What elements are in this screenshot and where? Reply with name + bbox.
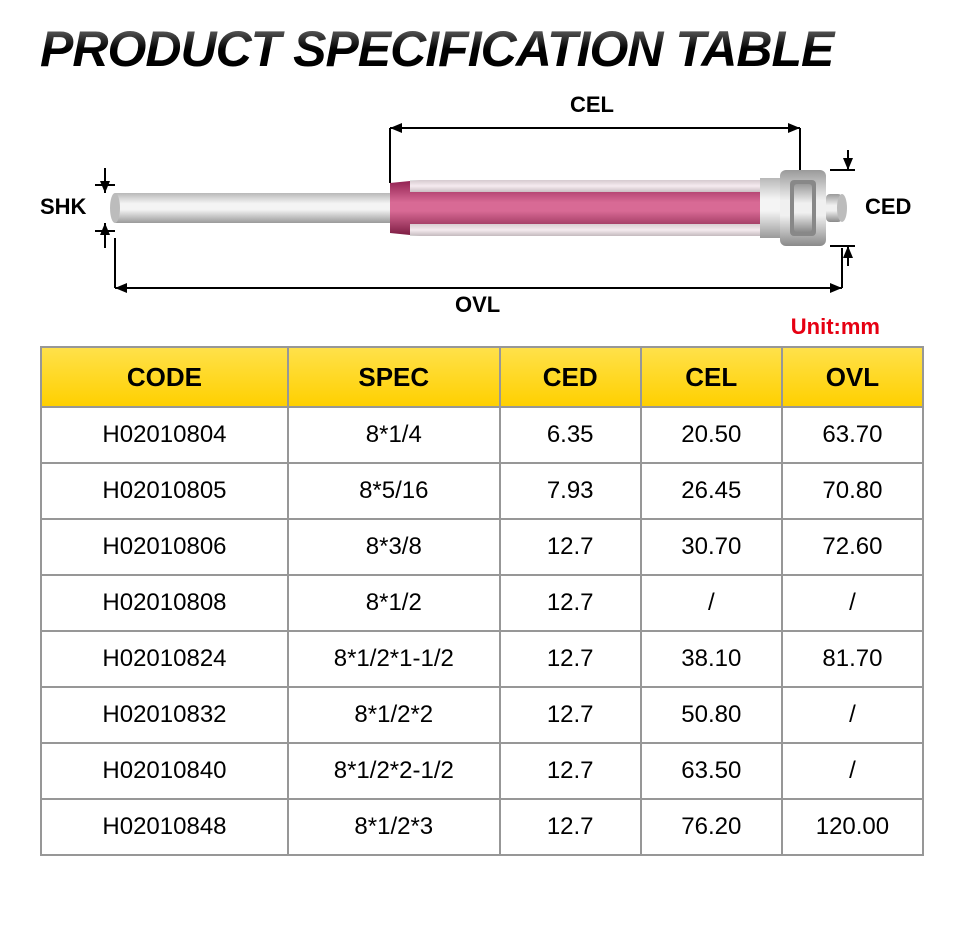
table-cell: H02010840 xyxy=(41,743,288,799)
table-cell: H02010824 xyxy=(41,631,288,687)
table-row: H020108088*1/212.7// xyxy=(41,575,923,631)
table-cell: H02010808 xyxy=(41,575,288,631)
table-row: H020108408*1/2*2-1/212.763.50/ xyxy=(41,743,923,799)
table-row: H020108488*1/2*312.776.20120.00 xyxy=(41,799,923,855)
page-title: PRODUCT SPECIFICATION TABLE xyxy=(40,20,920,78)
table-cell: 8*1/2*3 xyxy=(288,799,500,855)
table-cell: 20.50 xyxy=(641,407,782,463)
table-cell: H02010804 xyxy=(41,407,288,463)
table-cell: H02010832 xyxy=(41,687,288,743)
table-cell: 8*1/2 xyxy=(288,575,500,631)
table-row: H020108048*1/46.3520.5063.70 xyxy=(41,407,923,463)
table-cell: 63.70 xyxy=(782,407,923,463)
table-cell: / xyxy=(782,743,923,799)
table-header-row: CODE SPEC CED CEL OVL xyxy=(41,347,923,407)
table-cell: 76.20 xyxy=(641,799,782,855)
product-diagram: SHK CEL CED OVL xyxy=(40,88,920,318)
table-cell: 70.80 xyxy=(782,463,923,519)
label-shk: SHK xyxy=(40,194,86,220)
col-header: OVL xyxy=(782,347,923,407)
table-cell: 81.70 xyxy=(782,631,923,687)
table-cell: 7.93 xyxy=(500,463,641,519)
table-cell: 12.7 xyxy=(500,799,641,855)
table-cell: 12.7 xyxy=(500,631,641,687)
table-cell: 120.00 xyxy=(782,799,923,855)
col-header: CEL xyxy=(641,347,782,407)
table-cell: / xyxy=(641,575,782,631)
col-header: CODE xyxy=(41,347,288,407)
table-cell: / xyxy=(782,575,923,631)
table-row: H020108328*1/2*212.750.80/ xyxy=(41,687,923,743)
table-cell: 50.80 xyxy=(641,687,782,743)
table-cell: 12.7 xyxy=(500,519,641,575)
table-cell: / xyxy=(782,687,923,743)
table-cell: 8*1/2*1-1/2 xyxy=(288,631,500,687)
table-cell: 8*1/2*2-1/2 xyxy=(288,743,500,799)
table-cell: 72.60 xyxy=(782,519,923,575)
table-cell: 12.7 xyxy=(500,575,641,631)
table-row: H020108058*5/167.9326.4570.80 xyxy=(41,463,923,519)
table-cell: 63.50 xyxy=(641,743,782,799)
table-cell: 12.7 xyxy=(500,743,641,799)
table-cell: H02010805 xyxy=(41,463,288,519)
col-header: SPEC xyxy=(288,347,500,407)
table-cell: 38.10 xyxy=(641,631,782,687)
label-cel: CEL xyxy=(570,92,614,118)
spec-table: CODE SPEC CED CEL OVL H020108048*1/46.35… xyxy=(40,346,924,856)
label-ced: CED xyxy=(865,194,911,220)
label-ovl: OVL xyxy=(455,292,500,318)
table-row: H020108068*3/812.730.7072.60 xyxy=(41,519,923,575)
table-cell: 6.35 xyxy=(500,407,641,463)
table-cell: 8*5/16 xyxy=(288,463,500,519)
table-row: H020108248*1/2*1-1/212.738.1081.70 xyxy=(41,631,923,687)
table-cell: 8*1/2*2 xyxy=(288,687,500,743)
table-cell: 8*3/8 xyxy=(288,519,500,575)
table-cell: H02010848 xyxy=(41,799,288,855)
table-cell: H02010806 xyxy=(41,519,288,575)
table-cell: 30.70 xyxy=(641,519,782,575)
table-cell: 26.45 xyxy=(641,463,782,519)
col-header: CED xyxy=(500,347,641,407)
table-cell: 12.7 xyxy=(500,687,641,743)
table-cell: 8*1/4 xyxy=(288,407,500,463)
